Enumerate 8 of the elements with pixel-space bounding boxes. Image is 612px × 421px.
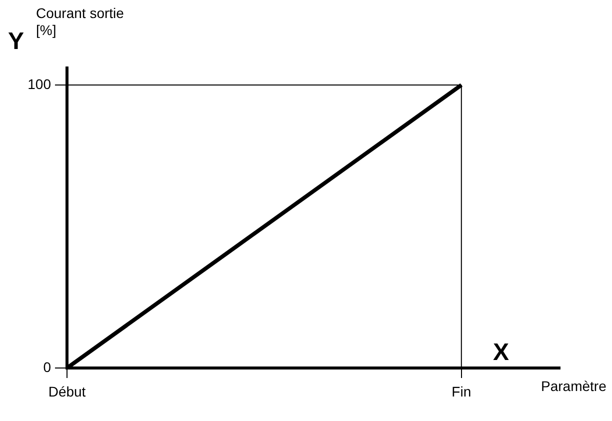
x-tick-label: Fin bbox=[452, 383, 472, 400]
y-axis-title: Courant sortie [%] bbox=[36, 5, 125, 39]
annotation: X bbox=[493, 339, 510, 366]
y-tick-label: 0 bbox=[43, 358, 52, 375]
x-tick-label: Début bbox=[48, 383, 86, 400]
y-tick-label: 100 bbox=[28, 76, 52, 92]
x-axis-title: Paramètre bbox=[541, 378, 606, 395]
text: Y bbox=[8, 28, 24, 55]
